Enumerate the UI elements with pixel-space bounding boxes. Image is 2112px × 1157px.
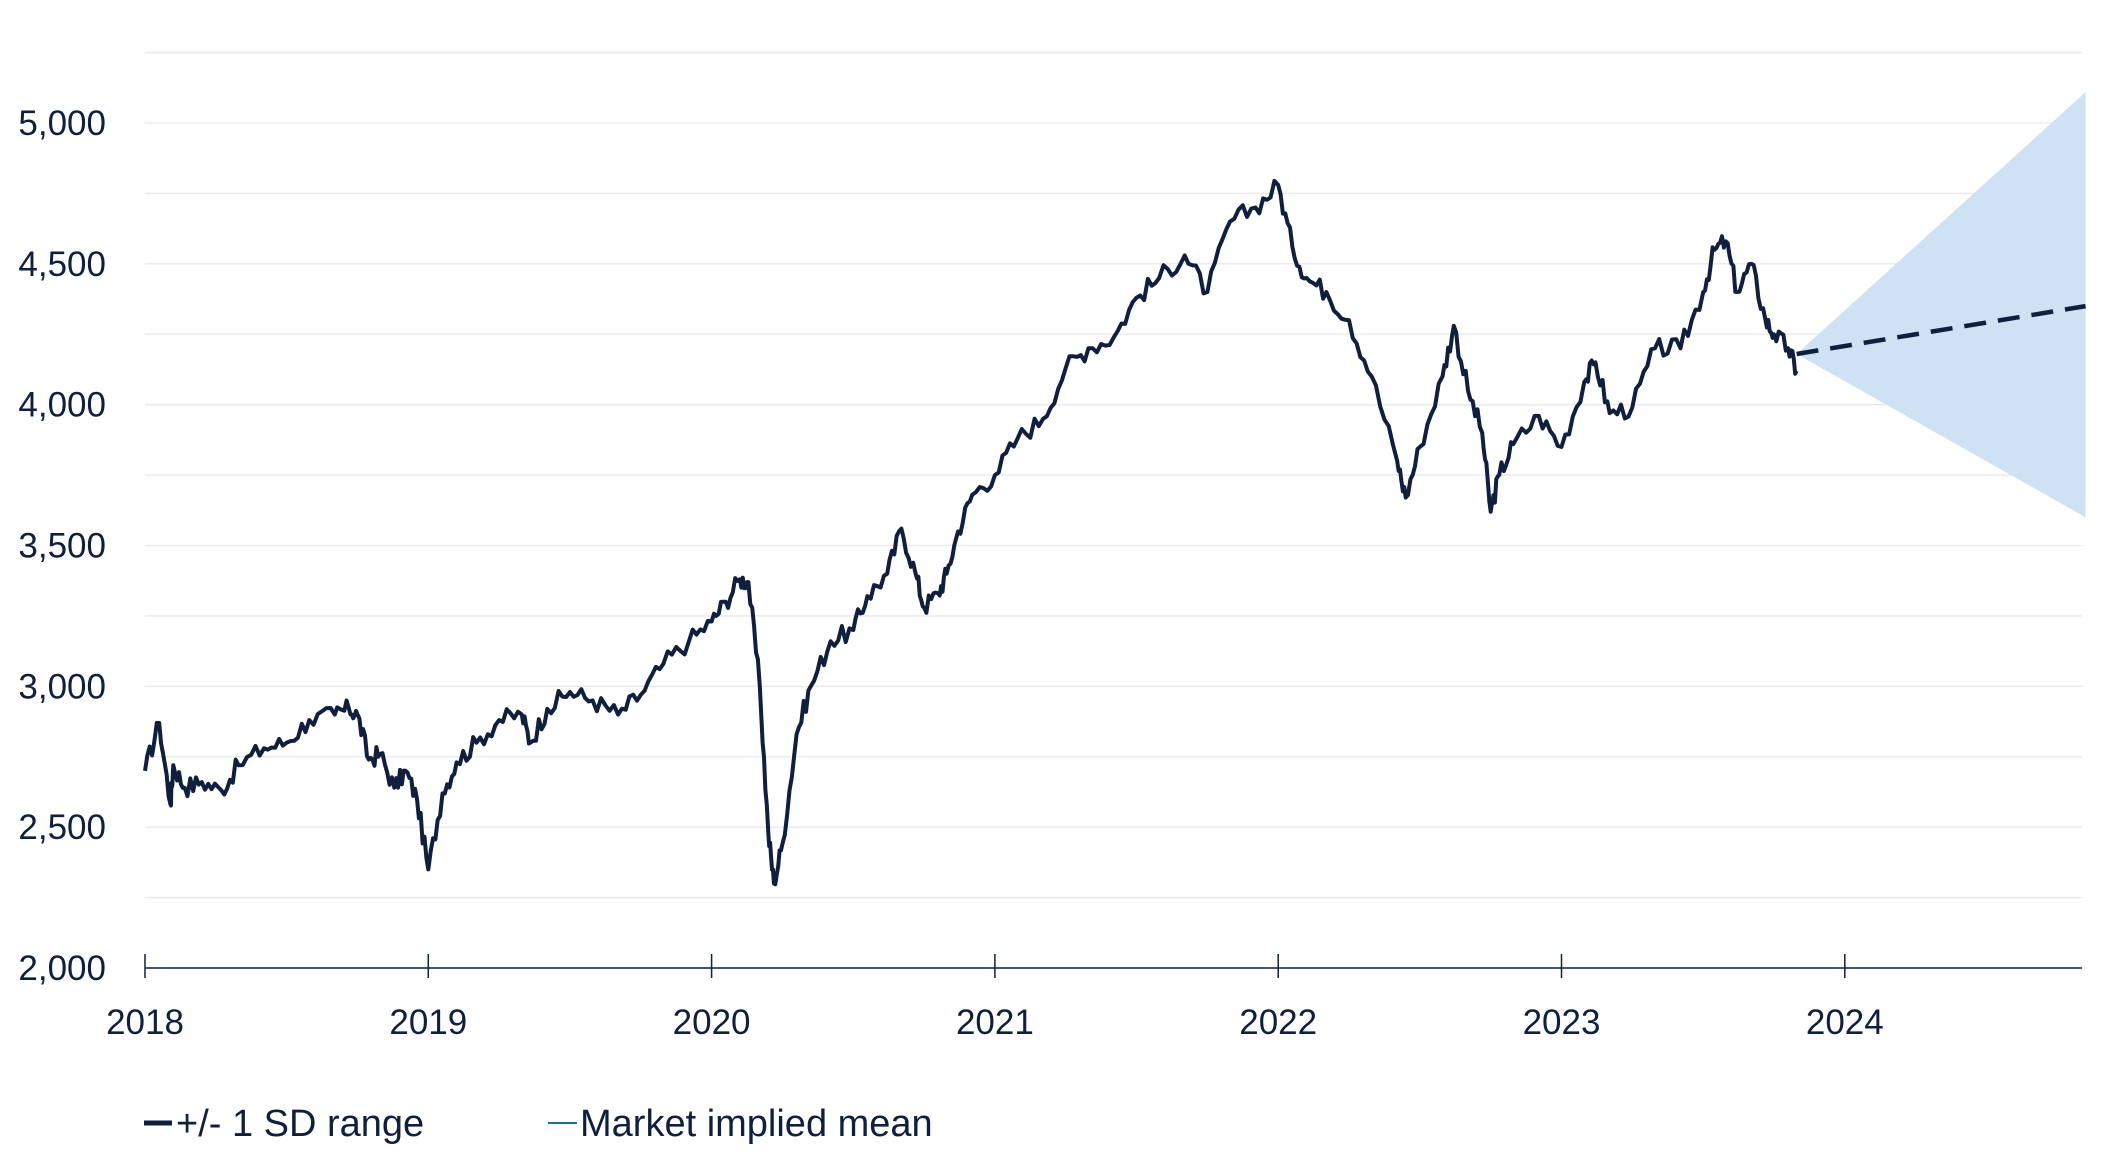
x-tick-label: 2024 — [1806, 1003, 1884, 1042]
x-tick-label: 2022 — [1239, 1003, 1317, 1042]
series-lines — [143, 178, 2086, 887]
y-tick-label: 2,500 — [18, 808, 106, 847]
x-tick-label: 2019 — [389, 1003, 467, 1042]
sd-band — [1796, 92, 2086, 518]
y-tick-label: 3,500 — [18, 527, 106, 566]
y-tick-label: 4,500 — [18, 245, 106, 284]
x-tick-label: 2023 — [1523, 1003, 1601, 1042]
x-tick-label: 2021 — [956, 1003, 1034, 1042]
x-tick-label: 2018 — [106, 1003, 184, 1042]
gridlines — [145, 51, 2082, 899]
x-tick-label: 2020 — [673, 1003, 751, 1042]
legend-label-sd-range: +/- 1 SD range — [176, 1103, 424, 1145]
legend: +/- 1 SD range Market implied mean — [144, 1103, 933, 1145]
x-axis: 2018 2019 2020 2021 2022 2023 2024 — [106, 954, 2082, 1042]
y-tick-label: 5,000 — [18, 104, 106, 143]
sd-range-band — [1796, 92, 2086, 518]
y-axis-tick-labels: 2,000 2,500 3,000 3,500 4,000 4,500 5,000 — [18, 104, 106, 988]
legend-label-implied-mean: Market implied mean — [580, 1103, 933, 1145]
y-tick-label: 3,000 — [18, 667, 106, 706]
y-tick-label: 2,000 — [18, 949, 106, 988]
series-market-implied-mean — [1796, 303, 2086, 357]
y-tick-label: 4,000 — [18, 386, 106, 425]
series-index-history — [143, 178, 1799, 887]
